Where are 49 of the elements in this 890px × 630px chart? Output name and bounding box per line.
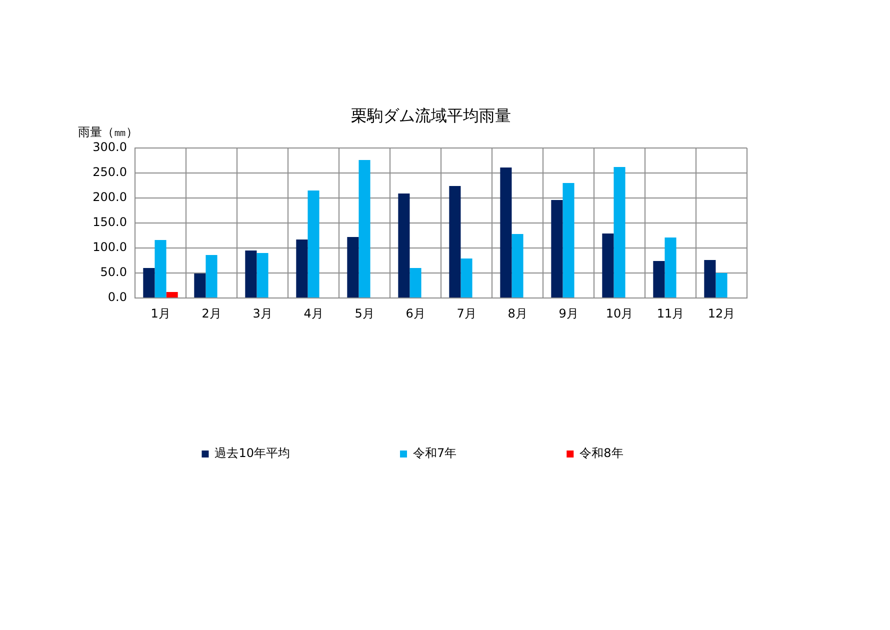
bar xyxy=(614,167,626,298)
bar xyxy=(551,200,563,298)
x-tick-label: 5月 xyxy=(354,306,374,320)
y-tick-label: 0.0 xyxy=(108,290,127,304)
x-tick-label: 11月 xyxy=(656,306,684,320)
x-tick-label: 8月 xyxy=(508,306,528,320)
y-tick-label: 50.0 xyxy=(100,265,127,280)
bar xyxy=(704,260,716,298)
x-tick-label: 12月 xyxy=(708,306,736,320)
legend-label: 令和7年 xyxy=(413,446,457,460)
bar xyxy=(166,292,178,298)
x-tick-label: 6月 xyxy=(406,306,426,320)
legend-label: 令和8年 xyxy=(580,446,624,460)
bar xyxy=(194,274,206,298)
bar xyxy=(143,268,155,298)
bar xyxy=(308,190,320,298)
bar xyxy=(206,255,218,298)
bar xyxy=(449,186,461,298)
y-tick-label: 150.0 xyxy=(92,215,127,230)
y-tick-label: 300.0 xyxy=(92,140,127,154)
y-tick-label: 100.0 xyxy=(92,240,127,254)
bar xyxy=(500,168,512,298)
y-tick-label: 250.0 xyxy=(92,165,127,180)
legend-label: 過去10年平均 xyxy=(214,446,290,460)
bar xyxy=(245,250,257,298)
bar xyxy=(256,253,268,298)
bar xyxy=(154,240,166,298)
x-tick-label: 4月 xyxy=(304,306,324,320)
x-tick-label: 9月 xyxy=(558,306,578,320)
bar xyxy=(562,183,574,298)
bar xyxy=(716,273,728,298)
x-tick-label: 2月 xyxy=(202,306,222,320)
bar xyxy=(460,258,472,298)
x-tick-label: 3月 xyxy=(252,306,272,320)
bar xyxy=(347,237,359,298)
bar xyxy=(664,238,676,298)
y-tick-label: 200.0 xyxy=(92,190,127,204)
bar xyxy=(602,234,614,298)
bar xyxy=(410,268,422,298)
bar xyxy=(296,240,308,298)
chart-title: 栗駒ダム流域平均雨量 xyxy=(351,106,511,126)
bar xyxy=(653,261,665,298)
x-tick-label: 10月 xyxy=(606,306,634,320)
x-tick-label: 1月 xyxy=(150,306,170,320)
bar xyxy=(512,234,524,298)
y-axis-title: 雨量（㎜） xyxy=(78,125,138,140)
x-tick-label: 7月 xyxy=(456,306,476,320)
bar xyxy=(398,194,410,298)
bar xyxy=(358,160,370,298)
